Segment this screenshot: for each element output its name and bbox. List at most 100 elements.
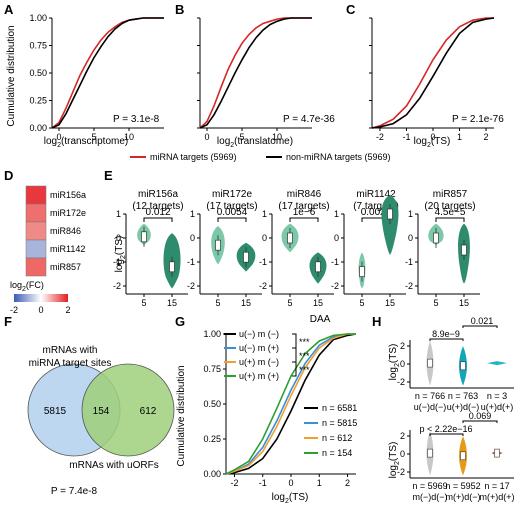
x-tick-label: 5	[91, 132, 96, 142]
h-bottom-category: m(+)d(+)	[479, 492, 514, 502]
venn-pvalue: P = 7.4e-8	[51, 486, 98, 497]
boxplot-box	[169, 261, 175, 273]
y-tick-label: 0.25	[29, 96, 47, 106]
counts-g: n = 6581 n = 5815 n = 612 n = 154	[304, 403, 357, 458]
significance-bracket	[462, 420, 498, 423]
x-tick-label: 1	[317, 478, 322, 488]
h-top-n: n = 766	[415, 391, 445, 401]
y-tick-label: 0.75	[29, 41, 47, 51]
violin-group-title: miR156a	[138, 189, 178, 200]
legend-g-label: u(+) m (−)	[239, 357, 279, 367]
y-tick-label: -1	[331, 257, 339, 267]
y-tick-label: 0.25	[203, 434, 221, 444]
ylabel-h-top: log2(TS)	[388, 344, 401, 381]
cdf-series-line	[199, 17, 312, 129]
h-bottom-pvalue: 0.069	[469, 411, 492, 421]
panel-label-b: B	[175, 2, 184, 17]
x-tick-label: -1	[402, 132, 410, 142]
y-tick-label: 1	[334, 209, 339, 219]
heatmap-legend-title: log2(FC)	[10, 280, 44, 293]
heatmap-cell	[25, 239, 47, 259]
heatmap-row-label: miR1142	[50, 244, 85, 254]
heatmap-row-label: miR857	[50, 262, 81, 272]
boxplot-box	[460, 451, 466, 461]
x-tick-label: 5	[239, 132, 244, 142]
boxplot-box	[461, 244, 467, 256]
significance-bracket	[292, 361, 297, 377]
violin-pvalue: 0.0054	[217, 207, 248, 218]
significance-stars: ***	[299, 337, 310, 347]
pvalue-c: P = 2.1e-76	[452, 114, 504, 125]
h-top-pvalue: 0.021	[471, 316, 494, 326]
y-tick-label: 0.50	[29, 68, 47, 78]
violin-shape	[381, 194, 399, 255]
legend-label-nonmirna: non-miRNA targets (5969)	[286, 152, 391, 162]
xlabel-a: log2(transcriptome)	[44, 136, 129, 149]
violin-group-targets: (20 targets)	[424, 201, 475, 212]
y-tick-label: -1	[187, 257, 195, 267]
y-tick-label: 1	[408, 209, 413, 219]
count-label: n = 5815	[322, 418, 357, 428]
y-tick-label: -1	[259, 257, 267, 267]
legend-g: u(−) m (−) u(−) m (+) u(+) m (−) u(+) m …	[224, 329, 310, 381]
violin-panel-e: miR156a(12 targets)10-1-25 150.012miR172e…	[113, 189, 480, 308]
cdf-series-line	[225, 333, 356, 475]
xlabel-e: DAA	[310, 314, 331, 325]
h-bottom-pvalue: p < 2.22e−16	[419, 424, 472, 434]
heatmap-row-label: miR846	[50, 226, 81, 236]
ylabel-h-bottom: log2(TS)	[388, 442, 401, 479]
x-tick-label: 0	[288, 478, 293, 488]
cdf-series-line	[199, 17, 312, 129]
x-tick-label: 5	[359, 298, 364, 308]
heatmap-row-label: miR172e	[50, 208, 86, 218]
y-tick-label: 0	[400, 449, 405, 459]
panel-label-e: E	[104, 168, 113, 183]
x-tick-label: 2	[484, 132, 489, 142]
heatmap-scale-tick: 0	[38, 305, 43, 315]
violin-group-targets: (7 targets)	[353, 201, 399, 212]
heatmap-scale-tick: -2	[10, 305, 18, 315]
boxplot-box	[315, 261, 321, 273]
heatmap-cell	[25, 203, 47, 223]
ylabel-a: Cumulative distribution	[6, 25, 17, 126]
legend-g-label: u(−) m (−)	[239, 329, 279, 339]
ylabel-e: log2(TS)	[114, 236, 127, 273]
y-tick-label: 1	[190, 209, 195, 219]
x-tick-label: 0	[430, 132, 435, 142]
violin-group-title: miR846	[287, 189, 322, 200]
xlabel-c: log2(TS)	[414, 136, 451, 149]
x-tick-label: 2	[345, 478, 350, 488]
significance-bracket	[429, 338, 464, 341]
y-tick-label: 0	[116, 233, 121, 243]
cdf-series-line	[51, 17, 164, 129]
x-tick-label: 5	[433, 298, 438, 308]
x-tick-label: 15	[313, 298, 323, 308]
x-tick-label: -2	[230, 478, 238, 488]
violin-pvalue: 0.0023	[361, 207, 392, 218]
xlabel-b: log2(translatome)	[217, 136, 293, 149]
h-bottom-n: n = 5952	[445, 481, 480, 491]
violin-pvalue: 0.012	[145, 207, 170, 218]
violin-group-targets: (17 targets)	[206, 201, 257, 212]
h-bottom-category: m(−)d(−)	[412, 492, 447, 502]
cdf-series-line	[371, 17, 495, 129]
y-tick-label: 0	[400, 359, 405, 369]
violin-panel-h: 2 0 -2 2 0 -2	[397, 325, 514, 479]
venn-count-overlap: 154	[93, 406, 110, 417]
venn-diagram: mRNAs with miRNA target sites 5815 154 6…	[27, 345, 175, 497]
heatmap-scale-tick: 2	[65, 305, 70, 315]
significance-bracket	[462, 325, 498, 328]
heatmap-cell	[25, 257, 47, 277]
panel-label-f: F	[4, 314, 12, 329]
x-tick-label: 15	[167, 298, 177, 308]
y-tick-label: 0	[334, 233, 339, 243]
h-bottom-n: n = 17	[484, 481, 509, 491]
boxplot-box	[427, 358, 433, 368]
heatmap-cell	[25, 221, 47, 241]
cdf-series-line	[225, 333, 356, 475]
significance-bracket	[292, 333, 297, 349]
significance-stars: ***	[299, 365, 310, 375]
legend-label-mirna: miRNA targets (5969)	[150, 152, 237, 162]
panel-label-a: A	[4, 2, 14, 17]
